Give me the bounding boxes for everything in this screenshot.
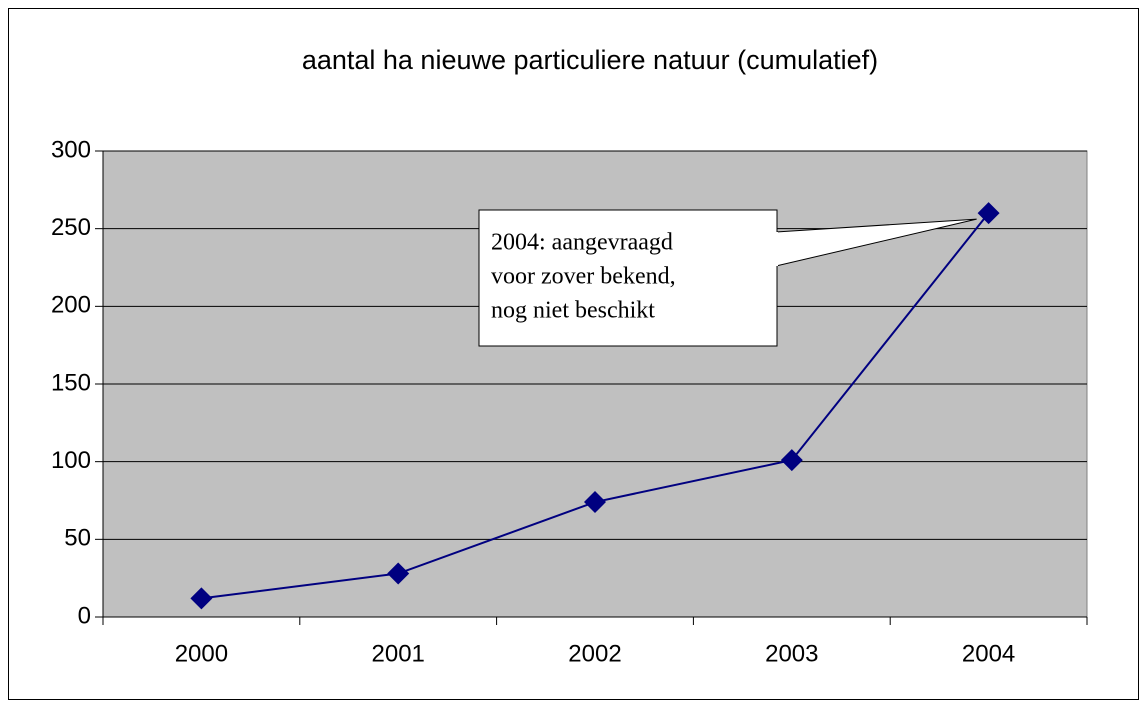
marker (977, 202, 1000, 225)
chart-title: aantal ha nieuwe particuliere natuur (cu… (302, 45, 878, 75)
x-tick-label: 2001 (372, 640, 425, 667)
y-tick-label: 300 (51, 136, 91, 163)
y-tick-label: 200 (51, 292, 91, 319)
annotation: voor zover bekend, (491, 264, 676, 290)
marker (190, 587, 213, 610)
marker (780, 449, 803, 472)
annotation: nog niet beschikt (491, 298, 655, 324)
annotation: 2004: aangevraagd (491, 230, 673, 256)
x-tick-label: 2002 (568, 640, 621, 667)
marker (584, 491, 606, 514)
y-tick-label: 0 (78, 602, 91, 629)
x-tick-label: 2000 (175, 640, 228, 667)
y-tick-label: 100 (51, 447, 91, 474)
x-tick-label: 2004 (962, 640, 1015, 667)
marker (387, 562, 410, 585)
x-tick-label: 2003 (765, 640, 818, 667)
y-tick-label: 150 (51, 369, 91, 396)
callout-box (478, 209, 778, 347)
y-tick-label: 50 (64, 525, 91, 552)
y-tick-label: 250 (51, 214, 91, 241)
